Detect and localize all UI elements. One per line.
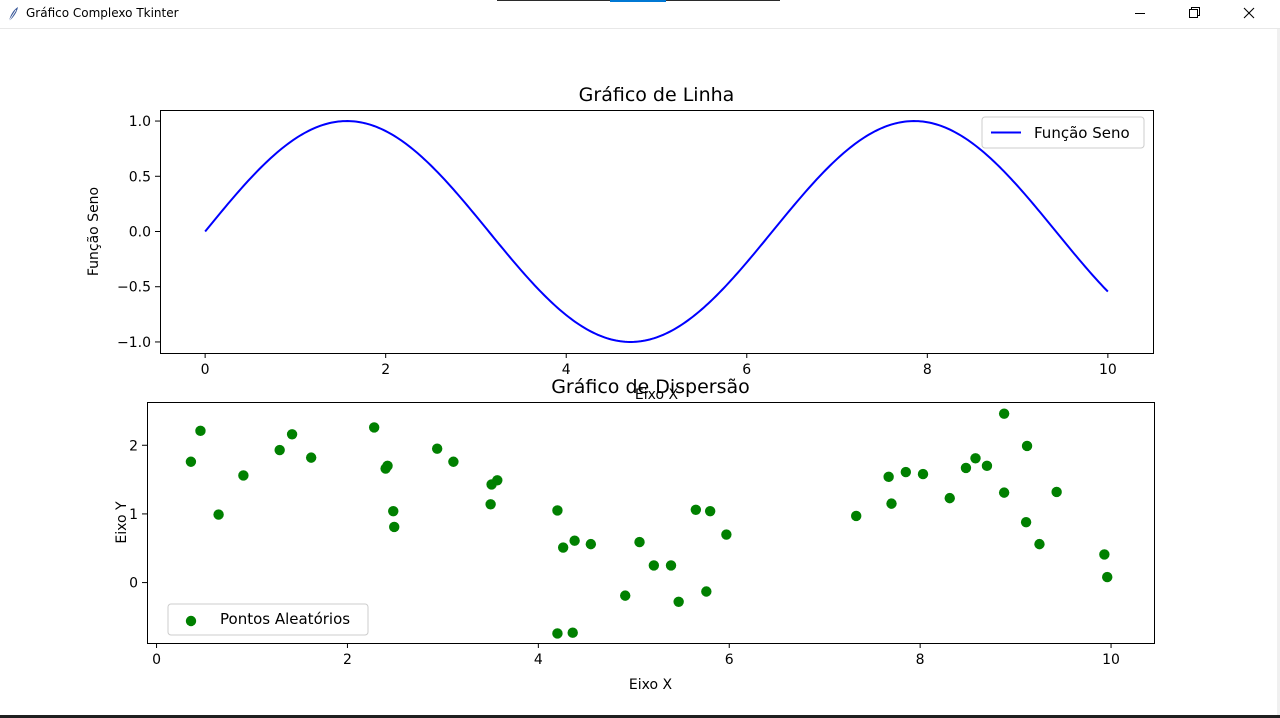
close-icon [1243,7,1255,19]
scatter-point [970,453,981,464]
line-chart-ytick-label: −1.0 [117,335,151,351]
scatter-point [900,466,912,478]
line-chart-xtick-label: 6 [742,362,751,378]
scatter-point [620,590,631,601]
scatter-point [981,460,993,472]
maximize-icon [1189,7,1200,18]
scatter-chart-ylabel: Eixo Y [114,501,130,544]
scatter-chart-frame [147,402,1155,644]
scatter-point [185,456,197,467]
scatter-chart-ytick-label: 1 [129,507,138,523]
scatter-point [960,462,972,474]
window-title: Gráfico Complexo Tkinter [26,6,179,20]
line-chart-xlabel: Eixo X [635,387,679,403]
scatter-point [382,460,393,472]
legend-label: Pontos Aleatórios [220,610,350,628]
scatter-point [721,529,732,540]
window-bottom-edge [0,715,1280,718]
minimize-button[interactable] [1118,0,1164,28]
line-chart-ytick-label: 1.0 [129,114,151,130]
scatter-chart-xtick-label: 2 [343,652,352,668]
scatter-point [998,487,1010,498]
window-edge [1277,29,1280,718]
scatter-point [485,499,496,510]
scatter-point [238,470,249,481]
scatter-point [569,535,580,546]
minimize-icon [1135,13,1145,14]
scatter-point [704,505,716,517]
scatter-point [886,498,897,509]
line-chart-ytick-label: 0.0 [129,225,151,241]
scatter-point [448,456,459,467]
scatter-point [851,510,862,522]
legend-box [981,116,1145,149]
scatter-chart-xlabel: Eixo X [629,677,673,693]
title-bar[interactable]: Gráfico Complexo Tkinter [0,0,1280,29]
scatter-point [195,425,206,437]
sine-line [204,120,1109,343]
scatter-chart-ytick-label: 0 [129,576,138,592]
scatter-point [389,521,400,533]
line-chart-ylabel: Função Seno [86,187,102,276]
scatter-point [1102,571,1113,583]
scatter-point [1034,538,1045,550]
scatter-point [388,505,399,517]
scatter-point [883,471,894,483]
scatter-point [431,443,443,454]
legend-marker-swatch [185,615,197,627]
line-chart-xtick-label: 8 [923,362,932,378]
line-chart-xtick-label: 4 [562,362,571,378]
line-chart-xtick-label: 2 [381,362,390,378]
scatter-point [998,408,1010,419]
scatter-point [665,560,677,571]
scatter-point [944,492,955,504]
scatter-chart-xtick-label: 8 [916,652,925,668]
scatter-point [1099,549,1110,560]
line-chart-xtick-label: 10 [1099,362,1117,378]
scatter-point [673,596,684,607]
line-chart-title: Gráfico de Linha [579,84,735,106]
scatter-point [634,536,645,548]
scatter-point [492,475,503,486]
maximize-button[interactable] [1172,0,1218,28]
scatter-chart-xtick-label: 4 [534,652,543,668]
scatter-chart-xtick-label: 6 [725,652,734,668]
scatter-point [585,538,597,550]
scatter-point [1051,486,1062,498]
scatter-point [648,560,660,571]
close-button[interactable] [1226,0,1272,28]
taskbar-accent [610,0,666,2]
line-chart-ytick-label: 0.5 [129,169,151,185]
feather-icon [8,7,18,22]
legend-label: Função Seno [1034,124,1130,142]
scatter-chart-title: Gráfico de Dispersão [551,376,750,398]
scatter-point [305,452,317,463]
scatter-point [213,509,224,520]
line-chart-frame [160,110,1154,354]
scatter-point [567,627,578,638]
line-chart-ytick-label: −0.5 [117,280,151,296]
legend-box [167,603,369,636]
scatter-point [557,542,569,553]
scatter-point [368,422,380,433]
line-chart-xtick-label: 0 [201,362,210,378]
scatter-point [917,468,929,480]
scatter-point [286,429,298,440]
scatter-point [690,504,702,515]
scatter-point [552,505,563,516]
scatter-point [274,444,285,456]
scatter-point [701,586,712,597]
scatter-point [1021,440,1033,452]
scatter-point [552,628,563,639]
scatter-chart-xtick-label: 0 [152,652,161,668]
scatter-point [1020,516,1032,528]
scatter-chart-ytick-label: 2 [129,438,138,454]
scatter-chart-xtick-label: 10 [1102,652,1120,668]
